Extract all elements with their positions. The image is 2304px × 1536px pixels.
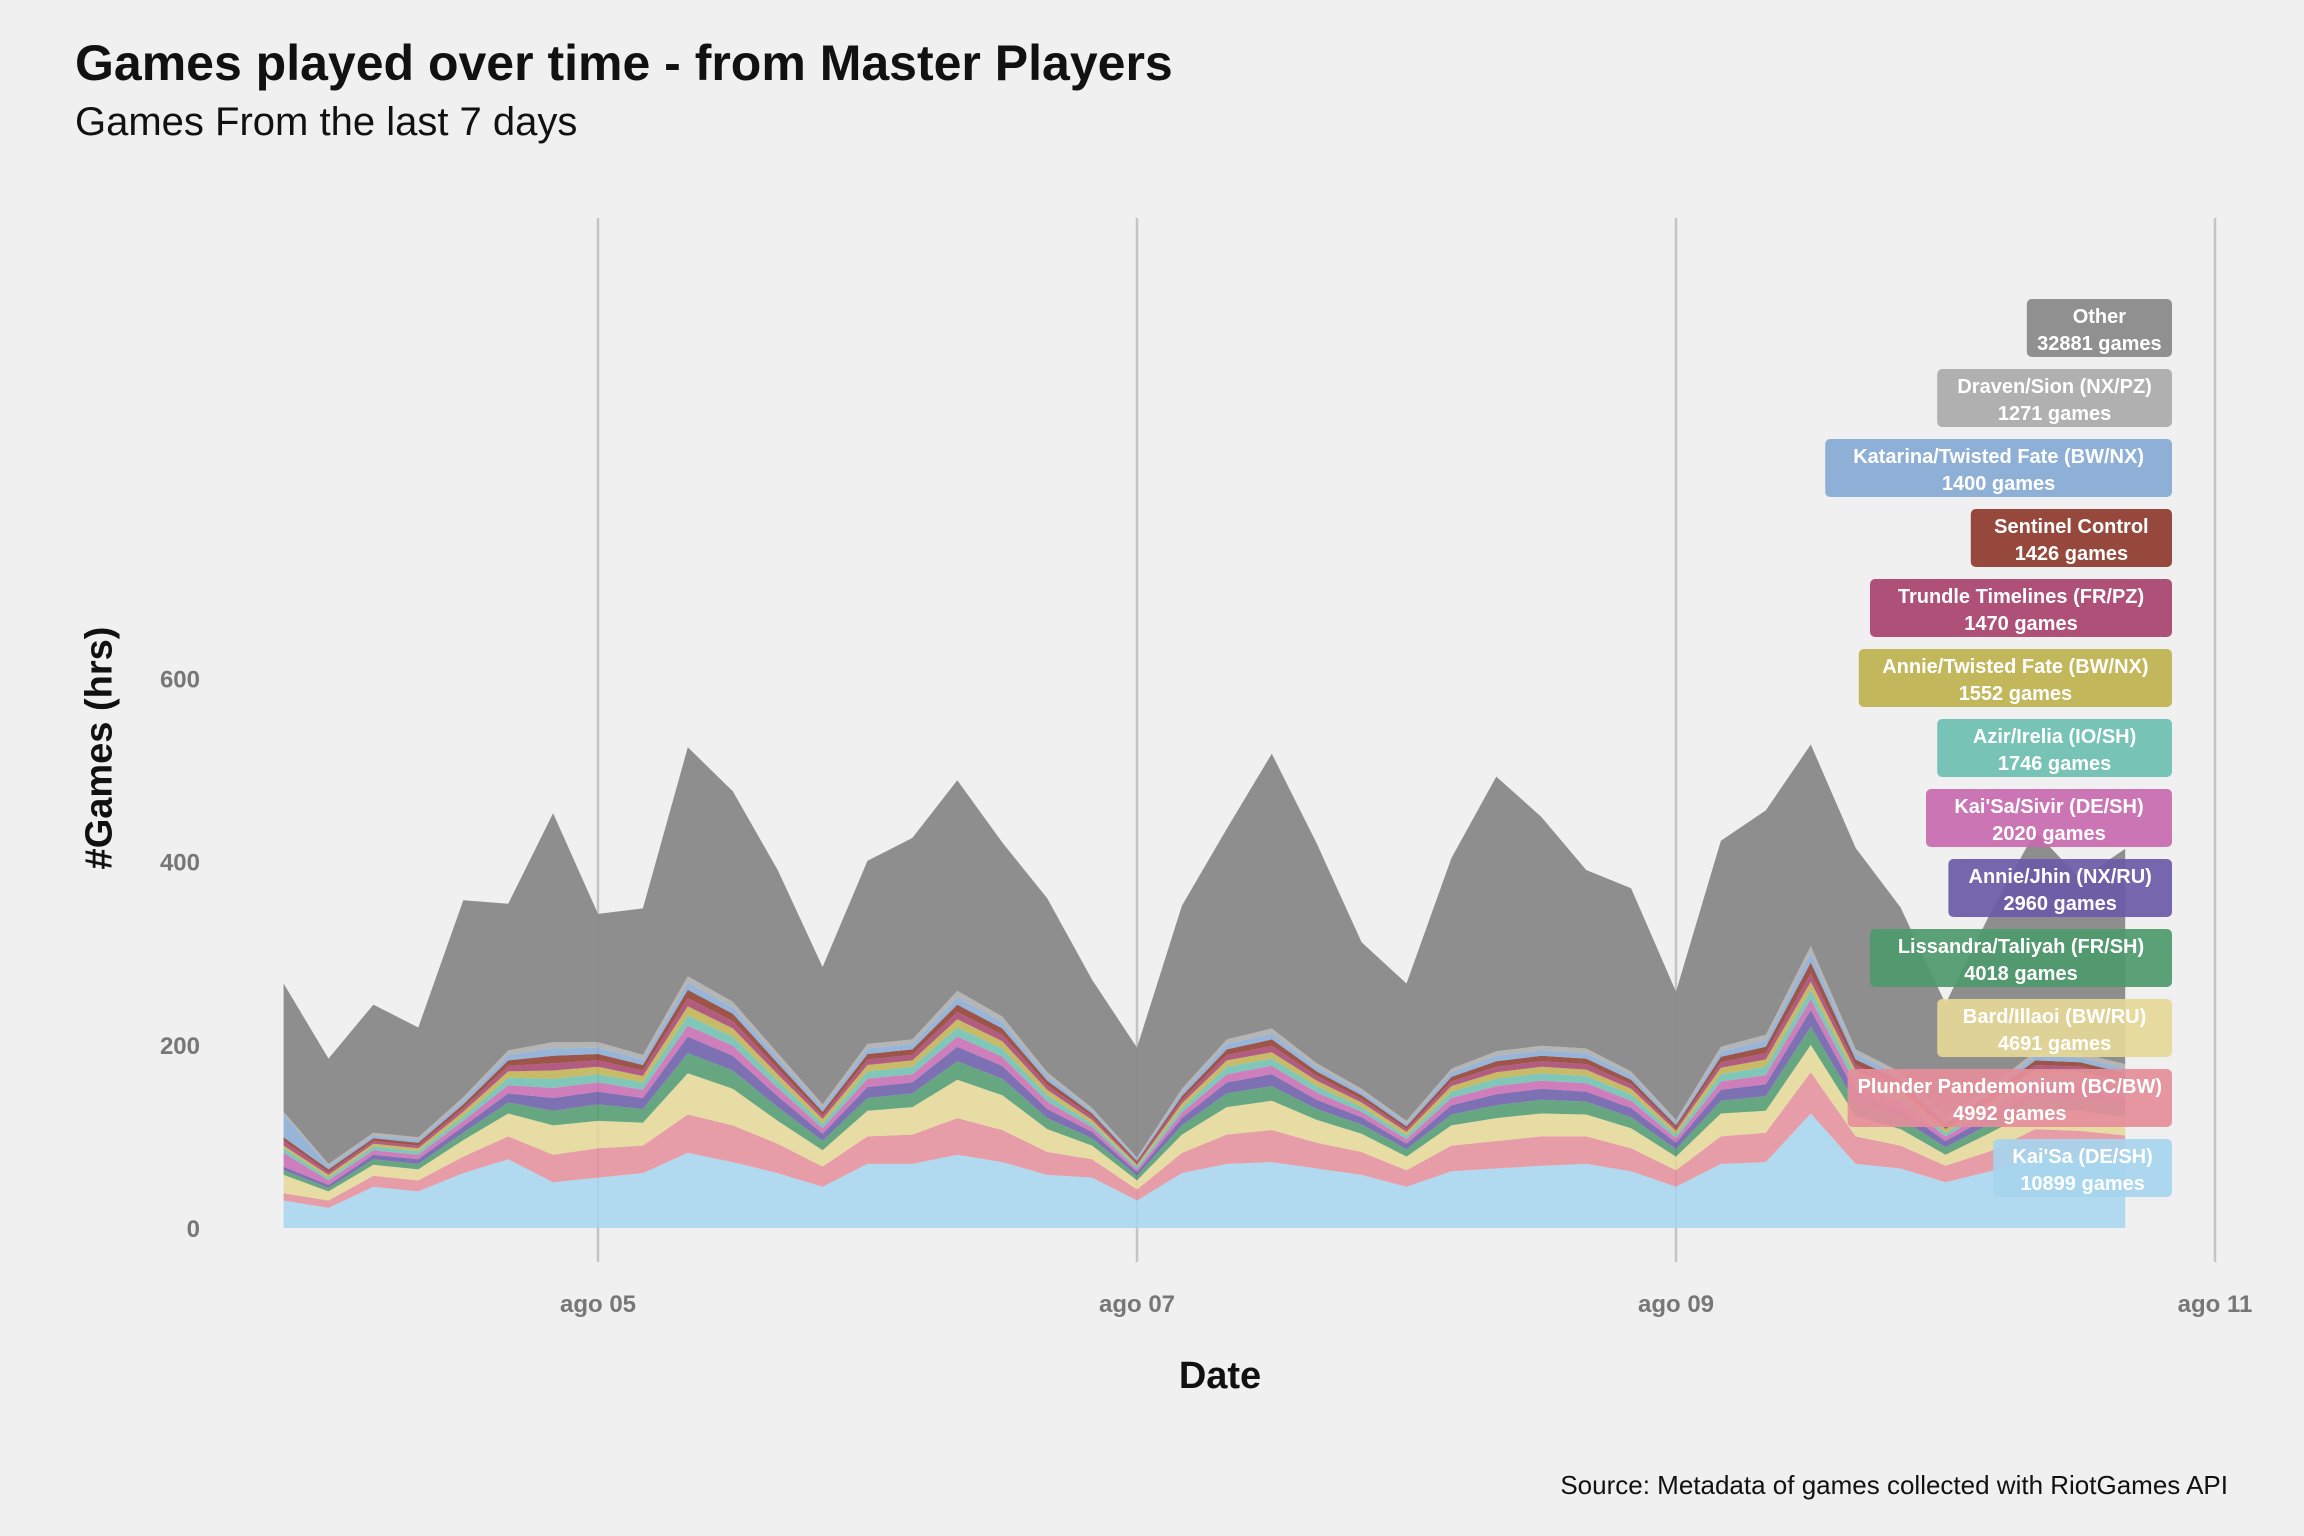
series-label-name: Azir/Irelia (IO/SH)	[1973, 726, 2136, 748]
x-tick-label: ago 05	[560, 1291, 636, 1318]
series-label-plunder-pandemonium-bc-bw: Plunder Pandemonium (BC/BW) 4992 games	[1847, 1069, 2172, 1127]
area-layer	[283, 744, 2126, 1228]
series-label-count: 1746 games	[1998, 753, 2111, 775]
series-label-count: 32881 games	[2037, 333, 2162, 355]
series-label-name: Draven/Sion (NX/PZ)	[1957, 376, 2151, 398]
y-tick-label: 200	[160, 1033, 200, 1060]
series-label-count: 1400 games	[1942, 473, 2055, 495]
x-axis-label: Date	[1178, 1355, 1262, 1397]
series-label-count: 1552 games	[1959, 683, 2072, 705]
x-tick-label: ago 11	[2178, 1291, 2253, 1318]
series-label-name: Kai'Sa (DE/SH)	[2012, 1146, 2152, 1168]
series-label-kai-sa-de-sh: Kai'Sa (DE/SH) 10899 games	[1993, 1139, 2172, 1197]
series-label-name: Lissandra/Taliyah (FR/SH)	[1898, 936, 2144, 958]
series-label-name: Annie/Twisted Fate (BW/NX)	[1882, 656, 2148, 678]
series-label-box	[1993, 1139, 2172, 1197]
area-lissandra-taliyah-fr-sh	[283, 1026, 2126, 1192]
series-label-name: Annie/Jhin (NX/RU)	[1969, 866, 2152, 888]
series-label-box	[2026, 299, 2172, 357]
source-caption: Source: Metadata of games collected with…	[1560, 1470, 2228, 1500]
series-label-trundle-timelines-fr-pz: Trundle Timelines (FR/PZ) 1470 games	[1870, 579, 2172, 637]
series-label-count: 4691 games	[1998, 1033, 2111, 1055]
series-label-box	[1847, 1069, 2172, 1127]
series-label-count: 4018 games	[1964, 963, 2077, 985]
series-label-name: Plunder Pandemonium (BC/BW)	[1858, 1076, 2162, 1098]
series-label-azir-irelia-io-sh: Azir/Irelia (IO/SH) 1746 games	[1937, 719, 2172, 777]
series-label-box	[1970, 509, 2172, 567]
series-label-count: 2960 games	[2003, 893, 2116, 915]
series-label-sentinel-control: Sentinel Control 1426 games	[1970, 509, 2172, 567]
series-label-name: Trundle Timelines (FR/PZ)	[1898, 586, 2144, 608]
series-label-name: Bard/Illaoi (BW/RU)	[1963, 1006, 2146, 1028]
series-label-katarina-twisted-fate-bw-nx: Katarina/Twisted Fate (BW/NX) 1400 games	[1825, 439, 2172, 497]
axis-layer: ago 05 ago 07 ago 09 ago 11 0 200 400 600	[160, 667, 2252, 1318]
series-label-box	[1937, 369, 2172, 427]
series-label-draven-sion-nx-pz: Draven/Sion (NX/PZ) 1271 games	[1937, 369, 2172, 427]
series-label-annie-twisted-fate-bw-nx: Annie/Twisted Fate (BW/NX) 1552 games	[1858, 649, 2172, 707]
area-kai-sa-de-sh	[283, 1113, 2126, 1228]
series-label-name: Sentinel Control	[1994, 516, 2148, 538]
area-other	[283, 744, 2126, 1164]
series-label-count: 4992 games	[1953, 1103, 2066, 1125]
area-plunder-pandemonium-bc-bw	[283, 1072, 2126, 1208]
y-tick-label: 600	[160, 667, 200, 694]
series-label-box	[1937, 719, 2172, 777]
y-tick-label: 0	[187, 1216, 200, 1243]
series-label-other: Other 32881 games	[2026, 299, 2172, 357]
series-label-box	[1948, 859, 2172, 917]
series-label-layer: Kai'Sa (DE/SH) 10899 games Plunder Pandemo…	[1825, 299, 2172, 1197]
series-label-name: Kai'Sa/Sivir (DE/SH)	[1954, 796, 2143, 818]
x-tick-label: ago 09	[1638, 1291, 1714, 1318]
chart-title: Games played over time - from Master Pla…	[75, 35, 1173, 91]
area-bard-illaoi-bw-ru	[283, 1044, 2126, 1201]
series-label-box	[1870, 929, 2172, 987]
series-label-annie-jhin-nx-ru: Annie/Jhin (NX/RU) 2960 games	[1948, 859, 2172, 917]
series-label-kai-sa-sivir-de-sh: Kai'Sa/Sivir (DE/SH) 2020 games	[1926, 789, 2172, 847]
series-label-name: Other	[2073, 306, 2127, 328]
series-label-count: 1426 games	[2015, 543, 2128, 565]
series-label-box	[1870, 579, 2172, 637]
series-label-count: 1470 games	[1964, 613, 2077, 635]
series-label-bard-illaoi-bw-ru: Bard/Illaoi (BW/RU) 4691 games	[1937, 999, 2172, 1057]
chart-subtitle: Games From the last 7 days	[75, 100, 578, 144]
series-label-box	[1825, 439, 2172, 497]
series-label-count: 10899 games	[2020, 1173, 2145, 1195]
series-label-box	[1858, 649, 2172, 707]
series-label-box	[1926, 789, 2172, 847]
series-label-box	[1937, 999, 2172, 1057]
x-tick-label: ago 07	[1099, 1291, 1175, 1318]
series-label-name: Katarina/Twisted Fate (BW/NX)	[1853, 446, 2144, 468]
series-label-lissandra-taliyah-fr-sh: Lissandra/Taliyah (FR/SH) 4018 games	[1870, 929, 2172, 987]
series-label-count: 1271 games	[1998, 403, 2111, 425]
y-tick-label: 400	[160, 850, 200, 877]
series-label-count: 2020 games	[1992, 823, 2105, 845]
